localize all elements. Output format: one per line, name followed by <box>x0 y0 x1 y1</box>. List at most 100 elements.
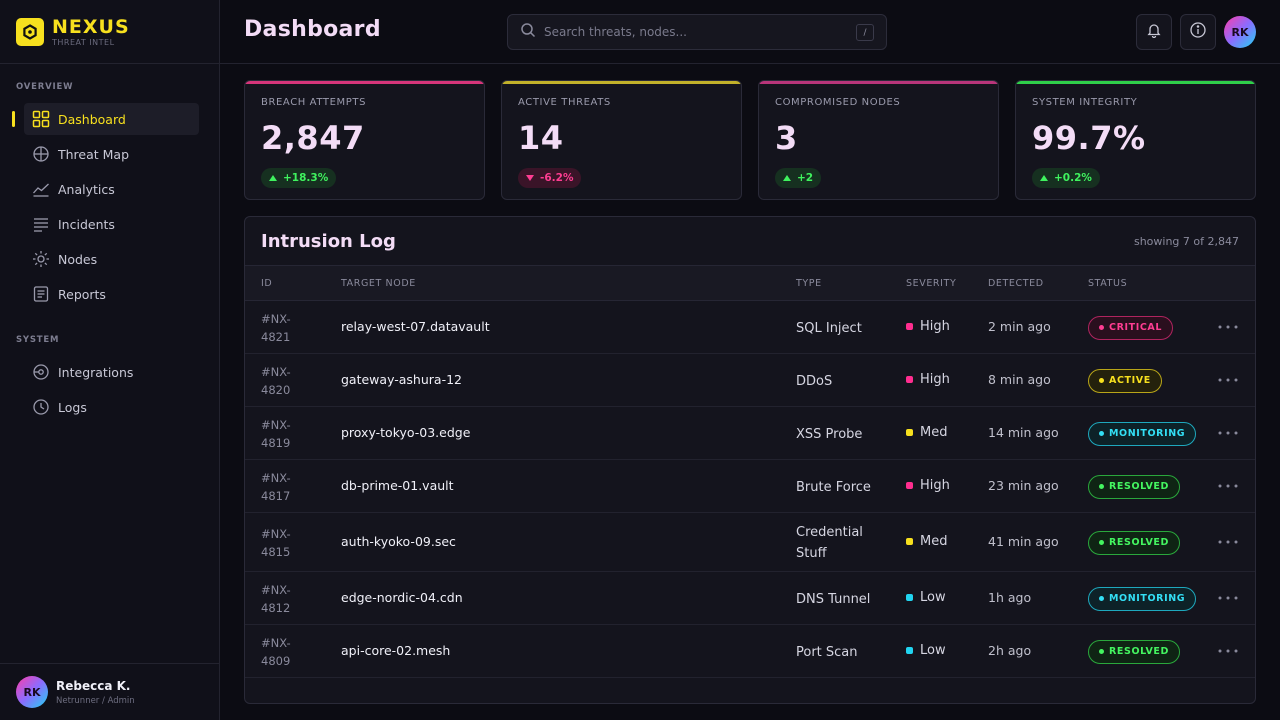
row-target-node[interactable]: auth-kyoko-09.sec <box>341 533 456 549</box>
header: Dashboard / RK <box>220 0 1280 64</box>
kpi-card-breach-attempts[interactable]: BREACH ATTEMPTS 2,847 +18.3% <box>244 80 485 200</box>
column-header-target-node[interactable]: TARGET NODE <box>341 278 416 289</box>
brand-name: NEXUS <box>52 15 130 38</box>
status-dot-icon <box>1099 649 1104 654</box>
row-id-number: 4812 <box>261 600 291 615</box>
table-header: ID TARGET NODE TYPE SEVERITY DETECTED ST… <box>245 265 1255 301</box>
kpi-delta-badge: +2 <box>775 168 822 188</box>
row-type: DDoS <box>796 373 833 389</box>
status-label: ACTIVE <box>1109 375 1151 386</box>
more-options-button[interactable] <box>1218 641 1238 657</box>
search-bar[interactable]: / <box>507 14 887 50</box>
sun-icon <box>32 250 50 268</box>
more-options-button[interactable] <box>1218 423 1238 439</box>
sidebar-item-nodes[interactable]: Nodes <box>24 243 199 275</box>
info-button[interactable] <box>1180 14 1216 50</box>
brand[interactable]: NEXUS THREAT INTEL <box>0 0 219 64</box>
sidebar-item-threat-map[interactable]: Threat Map <box>24 138 199 170</box>
ellipsis-icon <box>1218 370 1238 386</box>
trend-down-icon <box>526 175 534 181</box>
table-row[interactable]: #NX- 4821 relay-west-07.datavault SQL Injec… <box>245 301 1255 354</box>
row-severity: Med <box>906 425 947 440</box>
row-id: #NX- 4820 <box>261 363 311 399</box>
header-avatar[interactable]: RK <box>1224 16 1256 48</box>
sidebar-item-label: Incidents <box>58 216 115 232</box>
severity-label: Low <box>920 642 946 658</box>
sidebar-item-label: Dashboard <box>58 111 126 127</box>
column-header-status[interactable]: STATUS <box>1088 278 1128 289</box>
row-detected: 2 min ago <box>988 318 1051 334</box>
search-shortcut-key: / <box>856 24 874 41</box>
column-header-severity[interactable]: SEVERITY <box>906 278 957 289</box>
document-icon <box>32 285 50 303</box>
severity-dot-icon <box>906 322 913 330</box>
row-target-node[interactable]: proxy-tokyo-03.edge <box>341 424 471 440</box>
result-count: showing 7 of 2,847 <box>1133 235 1239 248</box>
ellipsis-icon <box>1218 317 1238 333</box>
info-icon <box>1189 21 1207 43</box>
sidebar-item-dashboard[interactable]: Dashboard <box>24 103 199 135</box>
row-id-prefix: #NX- <box>261 311 291 326</box>
nav-section-system: SYSTEM <box>16 335 60 345</box>
row-severity: High <box>906 319 950 334</box>
kpi-accent-line <box>502 81 741 84</box>
more-options-button[interactable] <box>1218 476 1238 492</box>
sidebar-item-incidents[interactable]: Incidents <box>24 208 199 240</box>
row-severity: High <box>906 478 950 493</box>
kpi-value: 14 <box>518 119 564 157</box>
table-row[interactable]: #NX- 4812 edge-nordic-04.cdn DNS Tunnel Low 1… <box>245 572 1255 625</box>
row-type: XSS Probe <box>796 426 863 442</box>
row-target-node[interactable]: gateway-ashura-12 <box>341 371 462 387</box>
more-options-button[interactable] <box>1218 317 1238 333</box>
row-id-prefix: #NX- <box>261 417 291 432</box>
column-header-id[interactable]: ID <box>261 278 273 289</box>
notifications-button[interactable] <box>1136 14 1172 50</box>
user-profile[interactable]: RK Rebecca K. Netrunner / Admin <box>0 663 219 720</box>
sidebar-item-logs[interactable]: Logs <box>24 391 199 423</box>
table-row[interactable]: #NX- 4815 auth-kyoko-09.sec Credential Stuf… <box>245 513 1255 572</box>
table-row[interactable]: #NX- 4819 proxy-tokyo-03.edge XSS Probe Med 1… <box>245 407 1255 460</box>
row-type: Credential Stuff <box>796 524 863 561</box>
table-row[interactable]: #NX- 4820 gateway-ashura-12 DDoS High 8 min a… <box>245 354 1255 407</box>
row-target-node[interactable]: api-core-02.mesh <box>341 642 451 658</box>
more-options-button[interactable] <box>1218 532 1238 548</box>
row-target-node[interactable]: edge-nordic-04.cdn <box>341 589 463 605</box>
sidebar-item-label: Analytics <box>58 181 115 197</box>
kpi-card-compromised-nodes[interactable]: COMPROMISED NODES 3 +2 <box>758 80 999 200</box>
severity-label: Low <box>920 589 946 605</box>
row-target-node[interactable]: db-prime-01.vault <box>341 477 454 493</box>
status-badge: RESOLVED <box>1088 474 1180 499</box>
search-icon <box>520 22 536 42</box>
sidebar-item-label: Threat Map <box>58 146 130 162</box>
kpi-card-active-threats[interactable]: ACTIVE THREATS 14 -6.2% <box>501 80 742 200</box>
row-id: #NX- 4809 <box>261 634 311 670</box>
status-dot-icon <box>1099 484 1104 489</box>
more-options-button[interactable] <box>1218 370 1238 386</box>
table-row[interactable]: #NX- 4817 db-prime-01.vault Brute Force High… <box>245 460 1255 513</box>
row-severity: Low <box>906 590 946 605</box>
row-id-number: 4815 <box>261 544 291 559</box>
severity-label: High <box>920 371 950 387</box>
status-label: RESOLVED <box>1109 481 1169 492</box>
intrusion-log-panel: Intrusion Log showing 7 of 2,847 ID TARG… <box>244 216 1256 704</box>
kpi-card-system-integrity[interactable]: SYSTEM INTEGRITY 99.7% +0.2% <box>1015 80 1256 200</box>
sidebar-item-reports[interactable]: Reports <box>24 278 199 310</box>
sidebar-item-integrations[interactable]: Integrations <box>24 356 199 388</box>
column-header-detected[interactable]: DETECTED <box>988 278 1044 289</box>
panel-title: Intrusion Log <box>261 231 396 252</box>
row-id: #NX- 4817 <box>261 469 311 505</box>
status-badge: MONITORING <box>1088 421 1197 446</box>
row-id: #NX- 4812 <box>261 581 311 617</box>
kpi-value: 3 <box>775 119 798 157</box>
column-header-type[interactable]: TYPE <box>796 278 822 289</box>
row-detected: 23 min ago <box>988 477 1059 493</box>
severity-dot-icon <box>906 375 913 383</box>
sidebar-item-analytics[interactable]: Analytics <box>24 173 199 205</box>
trend-up-icon <box>1040 175 1048 181</box>
row-type: Port Scan <box>796 644 858 660</box>
row-target-node[interactable]: relay-west-07.datavault <box>341 318 490 334</box>
more-options-button[interactable] <box>1218 588 1238 604</box>
search-input[interactable] <box>544 25 844 39</box>
table-row[interactable]: #NX- 4809 api-core-02.mesh Port Scan Low 2h a… <box>245 625 1255 678</box>
row-id: #NX- 4815 <box>261 525 311 561</box>
